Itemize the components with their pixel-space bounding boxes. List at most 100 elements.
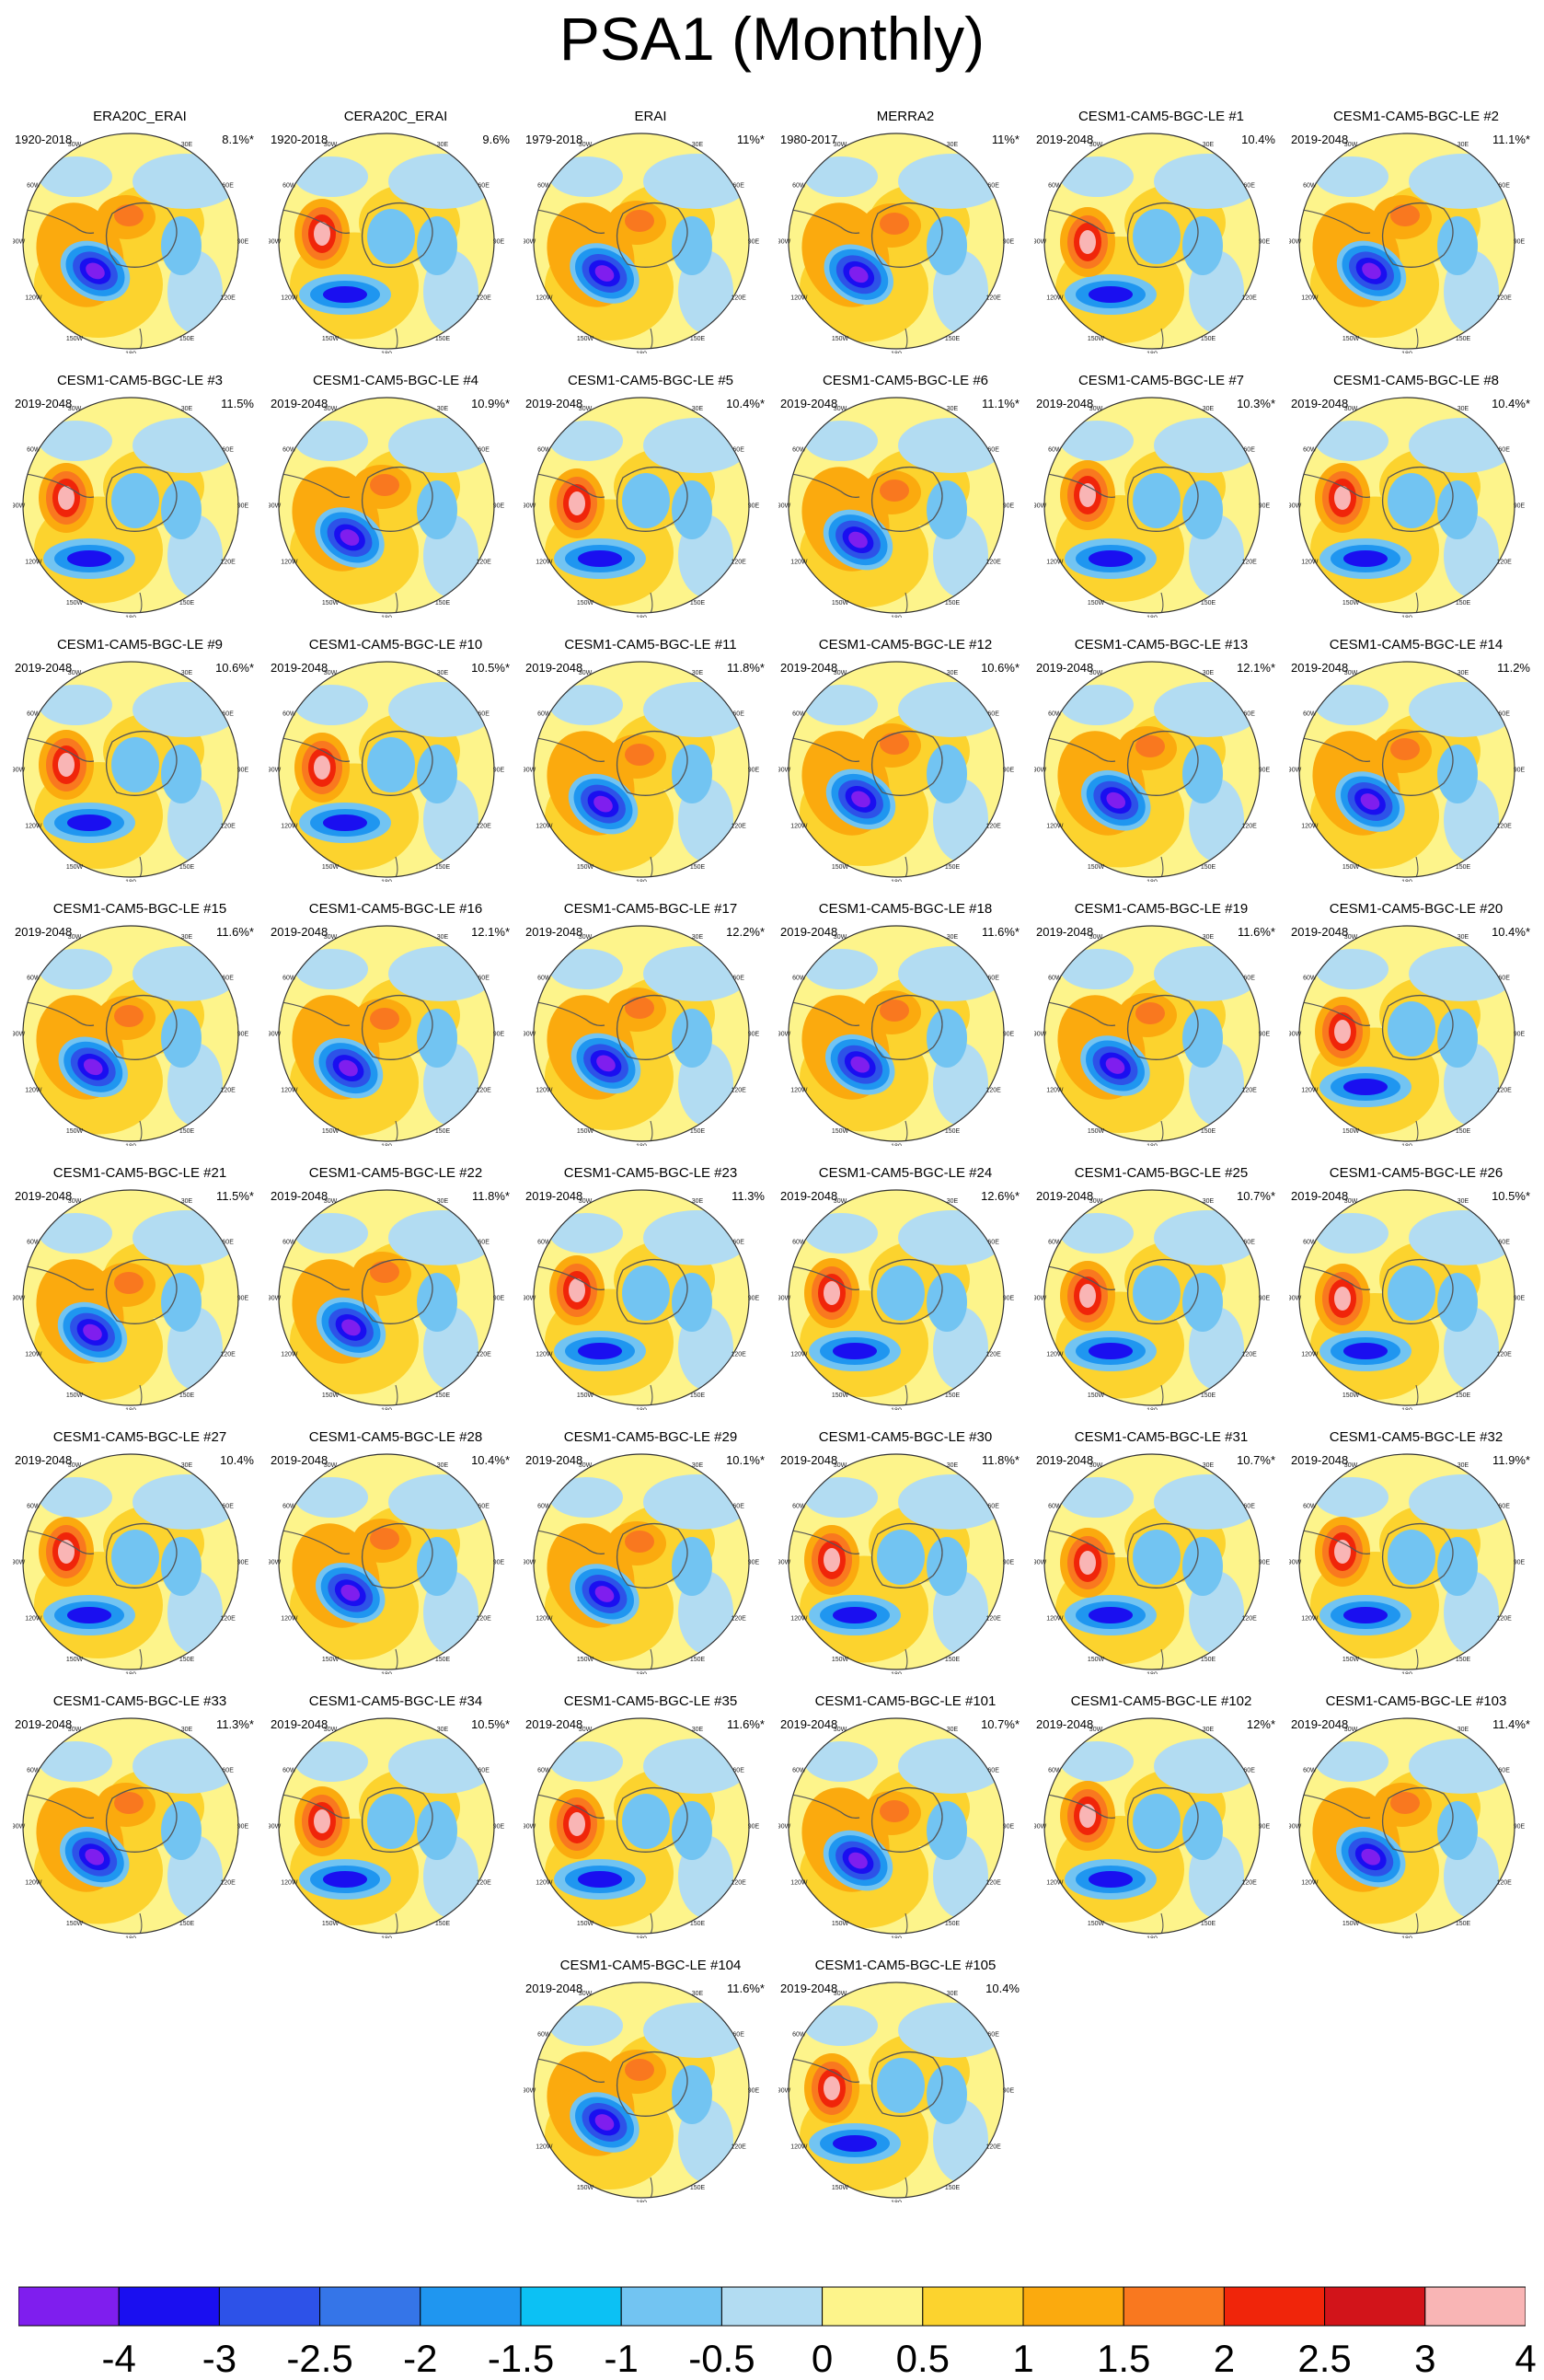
panel-variance-percent: 10.4%* [726, 397, 765, 410]
longitude-label: 0 [894, 1453, 898, 1454]
panel-period: 2019-2048 [780, 1717, 838, 1731]
longitude-label: 90W [269, 239, 282, 246]
longitude-label: 150E [1201, 1128, 1216, 1135]
longitude-label: 150E [945, 336, 961, 342]
longitude-label: 60W [1048, 1240, 1062, 1246]
panel-title: CESM1-CAM5-BGC-LE #10 [308, 637, 483, 653]
longitude-label: 150W [66, 1921, 84, 1927]
longitude-label: 120E [220, 1880, 236, 1887]
longitude-label: 120W [1046, 295, 1064, 302]
polar-map: 030E60E90E120E150E180150W120W90W60W30W [524, 661, 759, 882]
panel-variance-percent: 11.9%* [1492, 1453, 1530, 1467]
longitude-label: 90W [13, 1560, 26, 1566]
panel-period: 2019-2048 [1291, 1453, 1349, 1467]
longitude-label: 60W [537, 2032, 551, 2039]
map-panel: CESM1-CAM5-BGC-LE #3 2019-2048 11.5% 0 30E 60… [13, 373, 267, 621]
longitude-label: 90E [1003, 768, 1014, 774]
longitude-label: 60W [27, 711, 40, 718]
panel-title: CESM1-CAM5-BGC-LE #29 [563, 1429, 738, 1445]
colorbar-label: 3 [1414, 2337, 1436, 2380]
panel-title: CESM1-CAM5-BGC-LE #33 [52, 1693, 227, 1709]
longitude-label: 60W [537, 1504, 551, 1510]
longitude-label: 150W [1088, 336, 1105, 342]
longitude-label: 30W [834, 1462, 847, 1469]
longitude-label: 180 [891, 1936, 902, 1939]
longitude-label: 90E [748, 2088, 759, 2095]
longitude-label: 30E [181, 1727, 193, 1733]
longitude-label: 120W [536, 1352, 553, 1358]
colorbar-swatch [319, 2286, 421, 2327]
longitude-label: 120E [1496, 1088, 1512, 1094]
panel-variance-percent: 10.4%* [1492, 925, 1530, 939]
longitude-label: 120E [1241, 824, 1257, 830]
longitude-label: 90E [493, 1824, 504, 1831]
longitude-label: 180 [125, 1144, 136, 1147]
longitude-label: 90E [1259, 1560, 1270, 1566]
longitude-label: 150E [945, 1128, 961, 1135]
longitude-label: 90E [1003, 1560, 1014, 1566]
panel-period: 2019-2048 [1036, 133, 1094, 146]
panel-period: 2019-2048 [1291, 133, 1349, 146]
polar-map: 030E60E90E120E150E180150W120W90W60W30W [1034, 133, 1270, 353]
panel-title: CESM1-CAM5-BGC-LE #30 [818, 1429, 993, 1445]
longitude-label: 30W [834, 934, 847, 941]
longitude-label: 150W [322, 1392, 340, 1399]
longitude-label: 60E [222, 447, 234, 454]
longitude-label: 0 [129, 1717, 133, 1718]
longitude-label: 120E [985, 1616, 1001, 1623]
panel-title: CESM1-CAM5-BGC-LE #9 [56, 637, 224, 653]
colorbar-label: -3 [202, 2337, 237, 2380]
longitude-label: 0 [894, 1717, 898, 1718]
panel-variance-percent: 11.3%* [216, 1717, 254, 1731]
polar-map: 030E60E90E120E150E180150W120W90W60W30W [1289, 1717, 1525, 1938]
longitude-label: 150E [1456, 1128, 1471, 1135]
longitude-label: 120E [731, 1616, 746, 1623]
longitude-label: 120W [1046, 560, 1064, 566]
panel-variance-percent: 10.5%* [471, 1717, 510, 1731]
polar-map: 030E60E90E120E150E180150W120W90W60W30W [1289, 1189, 1525, 1410]
longitude-label: 60W [792, 1504, 806, 1510]
longitude-label: 120E [985, 1880, 1001, 1887]
map-panel: CESM1-CAM5-BGC-LE #13 2019-2048 12.1%* 0 30E… [1034, 637, 1288, 885]
polar-map: 030E60E90E120E150E180150W120W90W60W30W [269, 133, 504, 353]
longitude-label: 150E [179, 1657, 195, 1663]
longitude-label: 60W [1048, 447, 1062, 454]
longitude-label: 120E [476, 1352, 491, 1358]
longitude-label: 150E [1456, 1921, 1471, 1927]
longitude-label: 30E [1203, 1727, 1215, 1733]
panel-title: CESM1-CAM5-BGC-LE #104 [559, 1958, 742, 1973]
longitude-label: 120W [536, 2144, 553, 2151]
longitude-label: 120E [731, 295, 746, 302]
longitude-label: 120W [536, 560, 553, 566]
longitude-label: 90W [1289, 1824, 1302, 1831]
map-panel: CESM1-CAM5-BGC-LE #23 2019-2048 11.3% 0 30E 6… [524, 1165, 778, 1414]
longitude-label: 0 [385, 1717, 388, 1718]
longitude-label: 150W [66, 864, 84, 871]
longitude-label: 30W [68, 142, 82, 148]
longitude-label: 90E [1259, 503, 1270, 510]
panel-title: CESM1-CAM5-BGC-LE #13 [1074, 637, 1249, 653]
panel-title: CESM1-CAM5-BGC-LE #28 [308, 1429, 483, 1445]
longitude-label: 120W [536, 824, 553, 830]
colorbar-swatch [1022, 2286, 1124, 2327]
panel-variance-percent: 10.4% [220, 1453, 254, 1467]
panel-title: CESM1-CAM5-BGC-LE #12 [818, 637, 993, 653]
colorbar-swatch [1424, 2286, 1526, 2327]
longitude-label: 150E [945, 1392, 961, 1399]
longitude-label: 90W [13, 1032, 26, 1038]
longitude-label: 150E [690, 1128, 706, 1135]
longitude-label: 180 [125, 352, 136, 354]
longitude-label: 60E [222, 1240, 234, 1246]
longitude-label: 120W [536, 1088, 553, 1094]
polar-map: 030E60E90E120E150E180150W120W90W60W30W [778, 397, 1014, 618]
longitude-label: 60W [1303, 1240, 1317, 1246]
longitude-label: 30E [692, 1727, 704, 1733]
map-panel: CESM1-CAM5-BGC-LE #102 2019-2048 12%* 0 30E 6… [1034, 1693, 1288, 1942]
longitude-label: 180 [381, 1936, 392, 1939]
panel-variance-percent: 10.7%* [981, 1717, 1020, 1731]
longitude-label: 120W [536, 295, 553, 302]
longitude-label: 0 [129, 925, 133, 926]
map-panel: ERAI1979-201811%*030E60E90E120E150E18015… [524, 109, 778, 357]
longitude-label: 90W [524, 1824, 536, 1831]
longitude-label: 150E [435, 1128, 451, 1135]
